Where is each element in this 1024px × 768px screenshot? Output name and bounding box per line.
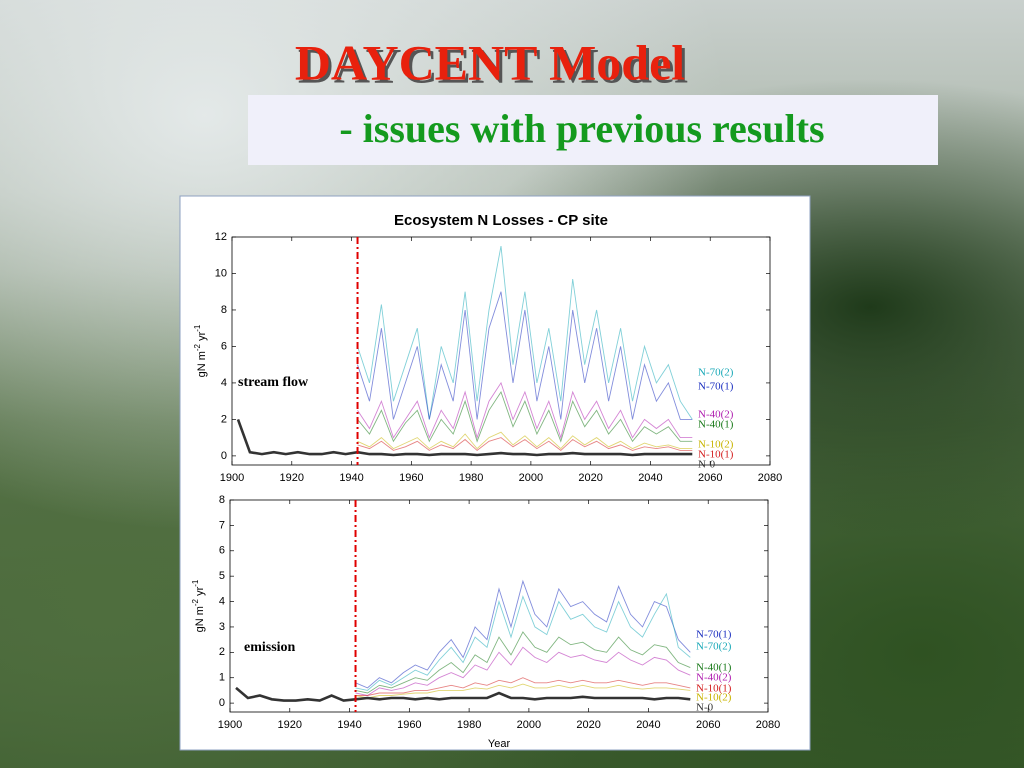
legend-entry: N-10(1) — [698, 449, 734, 461]
plot-area — [229, 499, 769, 713]
y-tick-label: 4 — [219, 595, 225, 607]
slide-subtitle: - issues with previous results — [339, 106, 824, 151]
y-axis-label: gN m-2 yr-1 — [191, 579, 206, 632]
y-axis-label-part: gN m — [196, 351, 208, 377]
series-line — [357, 431, 693, 450]
x-tick-label: 1920 — [278, 719, 302, 731]
y-axis-label-part: yr — [194, 586, 206, 599]
series-line — [357, 390, 693, 443]
legend-entry: N-40(1) — [696, 662, 732, 674]
x-tick-label: 2060 — [698, 472, 722, 484]
x-tick-label: 2080 — [756, 719, 780, 731]
y-tick-label: 8 — [219, 494, 225, 506]
legend-entry: N-70(2) — [696, 641, 732, 653]
legend-entry: N-40(1) — [698, 419, 734, 431]
y-tick-label: 0 — [221, 450, 227, 462]
legend-entry: N-10(2) — [698, 439, 734, 451]
x-tick-label: 1900 — [220, 472, 244, 484]
x-tick-label: 2000 — [517, 719, 541, 731]
y-tick-label: 1 — [219, 672, 225, 684]
annotation: emission — [244, 640, 296, 655]
series-line — [236, 418, 693, 457]
series-line — [357, 381, 693, 440]
series-line — [355, 631, 691, 694]
y-axis-label-part: -2 — [191, 598, 200, 606]
series-line — [357, 246, 693, 420]
series-line — [355, 646, 691, 696]
x-tick-label: 2020 — [578, 472, 602, 484]
y-tick-label: 10 — [215, 267, 227, 279]
legend-entry: N-0 — [698, 459, 716, 471]
x-tick-label: 1900 — [218, 719, 242, 731]
plot-area — [231, 236, 771, 466]
y-tick-label: 7 — [219, 519, 225, 531]
y-axis-label-part: -1 — [191, 579, 200, 587]
x-tick-label: 2000 — [519, 472, 543, 484]
x-tick-label: 2020 — [576, 719, 600, 731]
series-line — [355, 683, 691, 699]
y-tick-label: 2 — [219, 646, 225, 658]
x-axis-label: Year — [488, 738, 511, 750]
y-axis-label-part: -2 — [193, 343, 202, 351]
y-tick-label: 6 — [219, 545, 225, 557]
x-tick-label: 2040 — [638, 472, 662, 484]
series-line — [357, 437, 693, 451]
x-tick-label: 1940 — [337, 719, 361, 731]
series-line — [355, 592, 691, 691]
y-axis-label-part: yr — [196, 331, 208, 344]
legend-entry: N-70(1) — [696, 629, 732, 641]
chart-title: Ecosystem N Losses - CP site — [394, 212, 608, 229]
legend-entry: N-10(2) — [696, 692, 732, 704]
series-line — [355, 579, 691, 689]
legend-entry: N-70(1) — [698, 381, 734, 393]
legend-entry: N-40(2) — [698, 409, 734, 421]
y-tick-label: 6 — [221, 340, 227, 352]
y-tick-label: 0 — [219, 697, 225, 709]
annotation: stream flow — [238, 375, 309, 390]
x-tick-label: 1940 — [339, 472, 363, 484]
y-tick-label: 12 — [215, 231, 227, 243]
x-tick-label: 1920 — [280, 472, 304, 484]
slide-title-shadow: DAYCENT Model — [298, 37, 688, 93]
y-tick-label: 3 — [219, 621, 225, 633]
subtitle-box — [248, 95, 938, 165]
x-tick-label: 1960 — [397, 719, 421, 731]
y-axis-label-part: gN m — [194, 606, 206, 632]
x-tick-label: 2080 — [758, 472, 782, 484]
x-tick-label: 1980 — [459, 472, 483, 484]
slide-title: DAYCENT Model — [295, 34, 685, 90]
legend-entry: N-70(2) — [698, 367, 734, 379]
series-line — [355, 677, 691, 696]
y-tick-label: 5 — [219, 570, 225, 582]
legend-entry: N-10(1) — [696, 683, 732, 695]
series-line — [357, 291, 693, 420]
y-tick-label: 8 — [221, 304, 227, 316]
x-tick-label: 2060 — [696, 719, 720, 731]
legend-entry: N-40(2) — [696, 672, 732, 684]
series-line — [235, 686, 691, 702]
x-tick-label: 2040 — [636, 719, 660, 731]
legend-entry: N-0 — [696, 702, 714, 714]
x-tick-label: 1980 — [457, 719, 481, 731]
y-axis-label-part: -1 — [193, 324, 202, 332]
y-tick-label: 4 — [221, 377, 227, 389]
y-axis-label: gN m-2 yr-1 — [193, 324, 208, 377]
y-tick-label: 2 — [221, 413, 227, 425]
x-tick-label: 1960 — [399, 472, 423, 484]
